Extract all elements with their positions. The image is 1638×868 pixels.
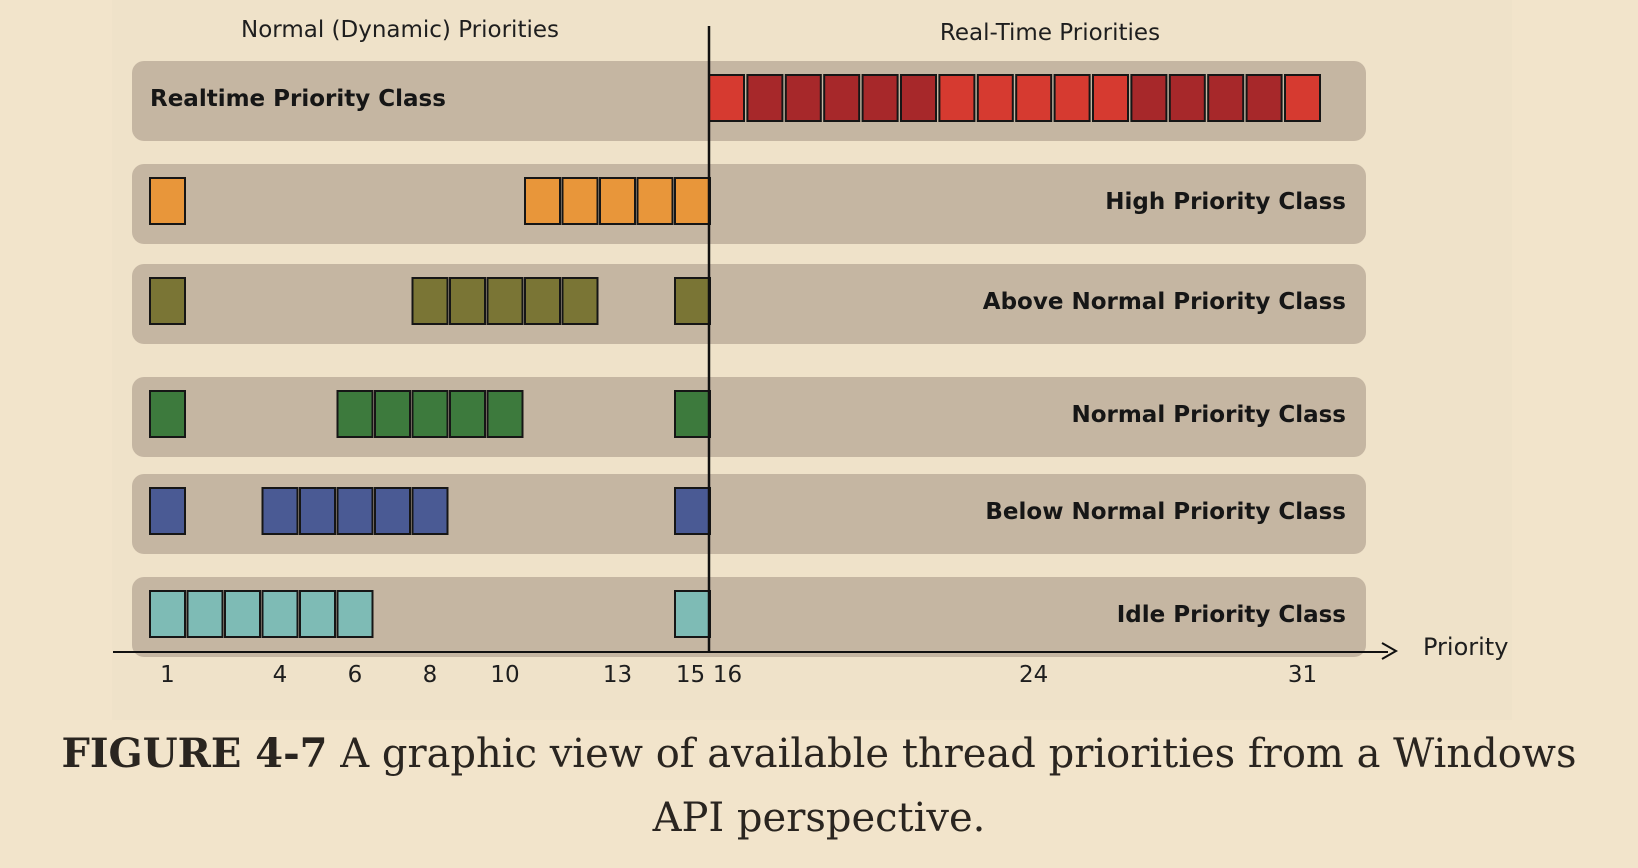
caption-text-2: API perspective. <box>652 795 986 841</box>
class-label: Below Normal Priority Class <box>985 499 1346 525</box>
priority-cell <box>336 487 374 535</box>
priority-cell <box>746 74 784 122</box>
tick-label: 10 <box>490 662 519 688</box>
priority-cell <box>1207 74 1245 122</box>
priority-cell <box>708 74 745 122</box>
priority-cell <box>636 177 674 225</box>
section-label-realtime: Real-Time Priorities <box>940 20 1160 46</box>
axis-arrow-icon <box>1381 642 1399 660</box>
class-band <box>132 577 1366 657</box>
priority-cell <box>674 277 711 325</box>
caption-line-1: FIGURE 4-7 A graphic view of available t… <box>0 722 1638 786</box>
tick-label: 31 <box>1288 662 1317 688</box>
priority-cell <box>149 590 186 638</box>
tick-label: 6 <box>348 662 363 688</box>
class-labels: Realtime Priority Class High Priority Cla… <box>150 86 1346 628</box>
tick-label: 15 <box>676 662 705 688</box>
priority-cell <box>1245 74 1283 122</box>
priority-cell <box>784 74 822 122</box>
priority-cell <box>224 590 261 638</box>
priority-cell <box>411 487 449 535</box>
priority-cell <box>299 487 336 535</box>
priority-cell <box>938 74 976 122</box>
priority-cell <box>336 590 374 638</box>
priority-cell <box>861 74 899 122</box>
caption-text-1: A graphic view of available thread prior… <box>340 731 1577 777</box>
priority-cell <box>411 277 449 325</box>
priority-cell <box>186 590 224 638</box>
priority-cell <box>1053 74 1091 122</box>
tick-label: 1 <box>160 662 175 688</box>
priority-cell <box>149 177 186 225</box>
priority-cell <box>411 390 449 438</box>
priority-cell <box>149 277 186 325</box>
priority-cell <box>449 390 486 438</box>
priority-cell <box>336 390 374 438</box>
priority-cell <box>524 277 561 325</box>
axis-ticks: 1 4 6 8 10 13 15 16 24 31 <box>160 662 1317 688</box>
tick-label: 13 <box>603 662 632 688</box>
priority-cell <box>1284 74 1321 122</box>
priority-cell <box>823 74 861 122</box>
priority-cell <box>261 590 299 638</box>
priority-cell <box>561 277 599 325</box>
priority-cell <box>149 487 186 535</box>
priority-cell <box>1015 74 1053 122</box>
priority-cell <box>374 487 411 535</box>
priority-cell <box>261 487 299 535</box>
priority-cell <box>976 74 1014 122</box>
caption-figure-number: FIGURE 4-7 <box>61 730 328 777</box>
class-label: Idle Priority Class <box>1117 602 1346 628</box>
priority-cell <box>561 177 599 225</box>
priority-cell <box>374 390 411 438</box>
figure-caption: FIGURE 4-7 A graphic view of available t… <box>0 722 1638 850</box>
priority-cell <box>1168 74 1206 122</box>
class-label: Realtime Priority Class <box>150 86 446 112</box>
priority-cell <box>486 277 524 325</box>
priority-cell <box>900 74 937 122</box>
tick-label: 8 <box>423 662 438 688</box>
tick-label: 16 <box>713 662 742 688</box>
class-band <box>132 164 1366 244</box>
section-label-normal: Normal (Dynamic) Priorities <box>241 17 559 43</box>
priority-cell <box>674 177 711 225</box>
priority-cell <box>1092 74 1129 122</box>
priority-cell <box>1130 74 1168 122</box>
class-label: High Priority Class <box>1105 189 1346 215</box>
priority-cell <box>449 277 486 325</box>
priority-cell <box>149 390 186 438</box>
priority-cell <box>524 177 561 225</box>
priority-cell <box>674 390 711 438</box>
priority-cell <box>486 390 524 438</box>
tick-label: 24 <box>1019 662 1048 688</box>
priority-cell <box>674 487 711 535</box>
priority-diagram: Realtime Priority Class High Priority Cla… <box>113 17 1509 688</box>
axis-label: Priority <box>1423 633 1508 661</box>
class-label: Above Normal Priority Class <box>983 289 1346 315</box>
priority-cell <box>674 590 711 638</box>
priority-cell <box>299 590 336 638</box>
tick-label: 4 <box>273 662 288 688</box>
priority-cell <box>599 177 636 225</box>
class-label: Normal Priority Class <box>1071 402 1346 428</box>
